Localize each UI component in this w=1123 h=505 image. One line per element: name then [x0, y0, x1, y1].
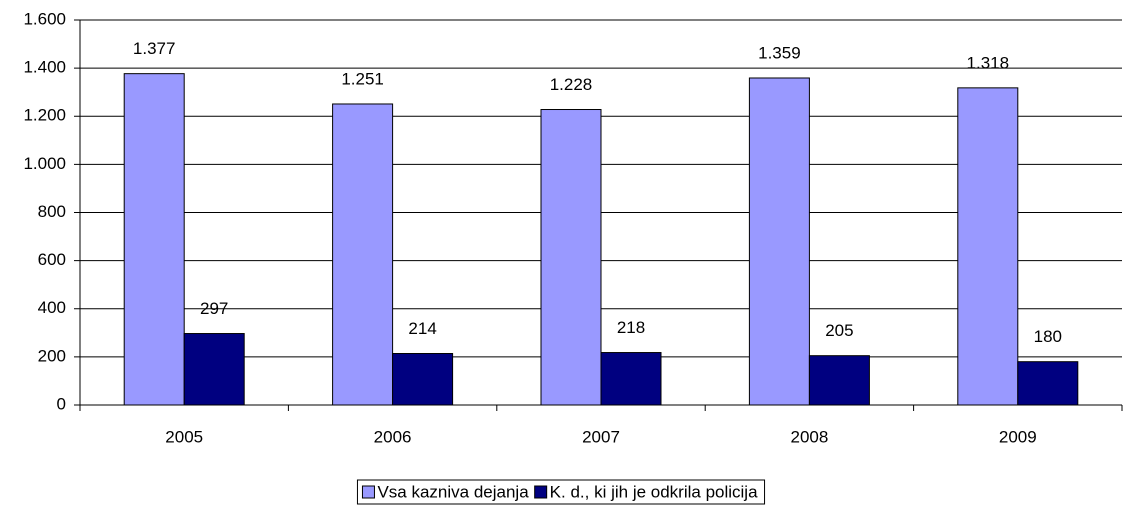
legend-box	[356, 479, 766, 505]
y-tick-label: 800	[38, 202, 66, 221]
data-label: 1.251	[341, 69, 384, 88]
data-label: 1.318	[967, 53, 1010, 72]
legend-swatch	[534, 485, 548, 499]
x-tick-label: 2005	[165, 427, 203, 446]
bar	[600, 352, 662, 406]
y-tick-label: 600	[38, 250, 66, 269]
y-tick-label: 0	[57, 394, 66, 413]
data-label: 205	[825, 321, 853, 340]
data-label: 1.359	[758, 43, 801, 62]
bar	[808, 355, 870, 406]
data-label: 218	[617, 318, 645, 337]
bar	[957, 87, 1019, 406]
y-tick-label: 1.000	[23, 154, 66, 173]
legend-swatch	[361, 485, 375, 499]
bar	[392, 353, 454, 406]
bar	[748, 77, 810, 406]
y-tick-label: 1.200	[23, 106, 66, 125]
x-tick-label: 2007	[582, 427, 620, 446]
x-tick-label: 2006	[374, 427, 412, 446]
y-tick-label: 200	[38, 346, 66, 365]
legend-label: K. d., ki jih je odkrila policija	[550, 482, 758, 501]
legend-label: Vsa kazniva dejanja	[377, 482, 529, 501]
y-tick-label: 1.600	[23, 9, 66, 28]
x-tick-label: 2008	[790, 427, 828, 446]
data-label: 180	[1034, 327, 1062, 346]
bar	[183, 333, 245, 406]
y-tick-label: 400	[38, 298, 66, 317]
data-label: 1.377	[133, 39, 176, 58]
y-tick-label: 1.400	[23, 58, 66, 77]
bar	[1017, 361, 1079, 406]
bar	[540, 109, 602, 406]
bar	[123, 73, 185, 406]
data-label: 214	[408, 319, 436, 338]
data-label: 297	[200, 299, 228, 318]
x-tick-label: 2009	[999, 427, 1037, 446]
bar	[332, 103, 394, 406]
data-label: 1.228	[550, 75, 593, 94]
